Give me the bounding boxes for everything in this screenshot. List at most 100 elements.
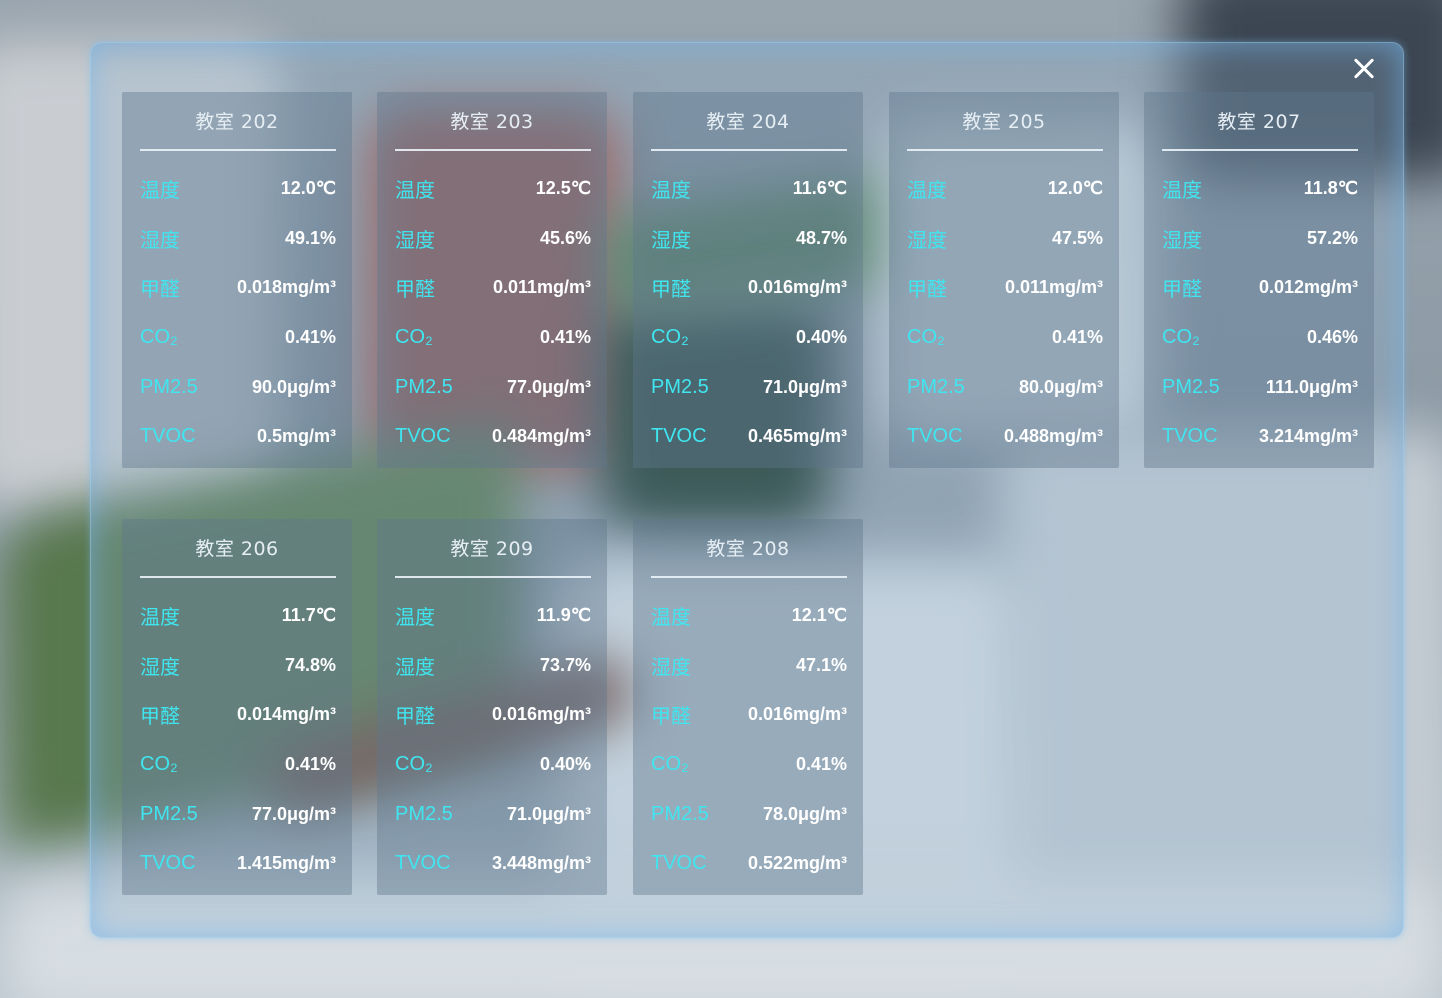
- metric-value: 73.7%: [539, 654, 591, 675]
- metric-label: 湿度: [651, 656, 691, 679]
- metric-label: PM2.5: [140, 375, 198, 398]
- metric-label: TVOC: [395, 425, 451, 448]
- title-divider: [140, 149, 336, 151]
- classroom-card: 教室 203 温度 12.5℃ 湿度 45.6% 甲醛 0.011mg/m³ CO₂ 0…: [377, 92, 607, 468]
- metric-value: 0.016mg/m³: [747, 704, 847, 725]
- metric-row-formaldehyde: 甲醛 0.011mg/m³: [395, 263, 591, 313]
- metric-value: 12.0℃: [280, 178, 336, 199]
- metric-row-co2: CO₂ 0.41%: [140, 740, 336, 790]
- classroom-card: 教室 206 温度 11.7℃ 湿度 74.8% 甲醛 0.014mg/m³ CO₂ 0…: [122, 519, 352, 895]
- metric-label: 湿度: [651, 229, 691, 252]
- metric-value: 57.2%: [1306, 227, 1358, 248]
- metric-row-co2: CO₂ 0.41%: [140, 313, 336, 363]
- metric-label: 温度: [1162, 180, 1202, 203]
- metric-row-tvoc: TVOC 0.488mg/m³: [907, 412, 1103, 462]
- metric-value: 12.5℃: [535, 178, 591, 199]
- metric-label: TVOC: [651, 852, 707, 875]
- metric-label: 湿度: [395, 229, 435, 252]
- classroom-card: 教室 208 温度 12.1℃ 湿度 47.1% 甲醛 0.016mg/m³ CO₂ 0…: [633, 519, 863, 895]
- classroom-title: 教室 205: [962, 111, 1046, 133]
- metric-row-pm25: PM2.5 77.0μg/m³: [140, 789, 336, 839]
- metric-value: 77.0μg/m³: [251, 803, 336, 824]
- classroom-title: 教室 207: [1217, 111, 1301, 133]
- metric-label: PM2.5: [651, 375, 709, 398]
- metric-label: 甲醛: [1162, 279, 1202, 302]
- metric-label: 甲醛: [395, 706, 435, 729]
- metric-value: 77.0μg/m³: [506, 376, 591, 397]
- title-divider: [651, 149, 847, 151]
- metric-row-temperature: 温度 12.0℃: [140, 164, 336, 214]
- metric-value: 80.0μg/m³: [1018, 376, 1103, 397]
- metric-label: CO₂: [140, 753, 178, 776]
- metric-value: 0.41%: [1051, 327, 1103, 348]
- metric-row-humidity: 湿度 74.8%: [140, 641, 336, 691]
- classroom-title: 教室 209: [450, 538, 534, 560]
- metric-value: 0.40%: [795, 327, 847, 348]
- metric-label: 湿度: [1162, 229, 1202, 252]
- metric-row-tvoc: TVOC 0.522mg/m³: [651, 839, 847, 889]
- metric-value: 0.016mg/m³: [747, 277, 847, 298]
- metric-value: 0.40%: [539, 754, 591, 775]
- metric-row-formaldehyde: 甲醛 0.016mg/m³: [395, 690, 591, 740]
- metric-label: 甲醛: [395, 279, 435, 302]
- metric-value: 0.484mg/m³: [491, 426, 591, 447]
- metric-value: 3.214mg/m³: [1258, 426, 1358, 447]
- metric-value: 47.1%: [795, 654, 847, 675]
- metric-row-pm25: PM2.5 80.0μg/m³: [907, 362, 1103, 412]
- title-divider: [140, 576, 336, 578]
- metric-row-tvoc: TVOC 3.448mg/m³: [395, 839, 591, 889]
- metric-label: 温度: [140, 180, 180, 203]
- metric-value: 45.6%: [539, 227, 591, 248]
- metric-row-formaldehyde: 甲醛 0.012mg/m³: [1162, 263, 1358, 313]
- metric-value: 0.488mg/m³: [1003, 426, 1103, 447]
- metric-label: TVOC: [651, 425, 707, 448]
- metric-label: PM2.5: [140, 802, 198, 825]
- classroom-title: 教室 204: [706, 111, 790, 133]
- metric-row-tvoc: TVOC 0.5mg/m³: [140, 412, 336, 462]
- metric-row-humidity: 湿度 45.6%: [395, 214, 591, 264]
- classroom-title: 教室 202: [195, 111, 279, 133]
- metric-row-tvoc: TVOC 0.484mg/m³: [395, 412, 591, 462]
- metric-row-co2: CO₂ 0.40%: [651, 313, 847, 363]
- classroom-title: 教室 208: [706, 538, 790, 560]
- metric-row-humidity: 湿度 57.2%: [1162, 214, 1358, 264]
- metric-row-co2: CO₂ 0.41%: [395, 313, 591, 363]
- metric-value: 90.0μg/m³: [251, 376, 336, 397]
- classroom-card: 教室 204 温度 11.6℃ 湿度 48.7% 甲醛 0.016mg/m³ CO₂ 0…: [633, 92, 863, 468]
- title-divider: [907, 149, 1103, 151]
- metric-row-temperature: 温度 11.9℃: [395, 591, 591, 641]
- metric-row-humidity: 湿度 47.1%: [651, 641, 847, 691]
- metric-row-humidity: 湿度 47.5%: [907, 214, 1103, 264]
- metric-row-tvoc: TVOC 3.214mg/m³: [1162, 412, 1358, 462]
- metric-value: 0.41%: [539, 327, 591, 348]
- metric-row-temperature: 温度 12.5℃: [395, 164, 591, 214]
- metric-value: 11.6℃: [792, 178, 847, 199]
- metric-row-pm25: PM2.5 78.0μg/m³: [651, 789, 847, 839]
- metric-row-temperature: 温度 11.6℃: [651, 164, 847, 214]
- metric-label: TVOC: [395, 852, 451, 875]
- classroom-card: 教室 209 温度 11.9℃ 湿度 73.7% 甲醛 0.016mg/m³ CO₂ 0…: [377, 519, 607, 895]
- metric-row-formaldehyde: 甲醛 0.016mg/m³: [651, 690, 847, 740]
- metric-label: PM2.5: [651, 802, 709, 825]
- metric-row-temperature: 温度 12.0℃: [907, 164, 1103, 214]
- metric-value: 111.0μg/m³: [1265, 376, 1358, 397]
- metric-value: 0.011mg/m³: [492, 277, 591, 298]
- metric-label: 温度: [395, 607, 435, 630]
- metric-value: 0.011mg/m³: [1004, 277, 1103, 298]
- metric-row-humidity: 湿度 49.1%: [140, 214, 336, 264]
- metric-label: 甲醛: [140, 279, 180, 302]
- metric-row-pm25: PM2.5 77.0μg/m³: [395, 362, 591, 412]
- title-divider: [395, 149, 591, 151]
- metric-label: CO₂: [395, 326, 433, 349]
- metric-label: 温度: [907, 180, 947, 203]
- metric-value: 12.0℃: [1047, 178, 1103, 199]
- metric-row-co2: CO₂ 0.41%: [651, 740, 847, 790]
- metric-value: 12.1℃: [791, 605, 847, 626]
- close-icon[interactable]: [1346, 51, 1382, 87]
- metric-value: 0.014mg/m³: [236, 704, 336, 725]
- metric-row-formaldehyde: 甲醛 0.016mg/m³: [651, 263, 847, 313]
- metric-row-temperature: 温度 12.1℃: [651, 591, 847, 641]
- metric-value: 0.465mg/m³: [747, 426, 847, 447]
- classroom-title: 教室 206: [195, 538, 279, 560]
- classroom-card: 教室 202 温度 12.0℃ 湿度 49.1% 甲醛 0.018mg/m³ CO₂ 0…: [122, 92, 352, 468]
